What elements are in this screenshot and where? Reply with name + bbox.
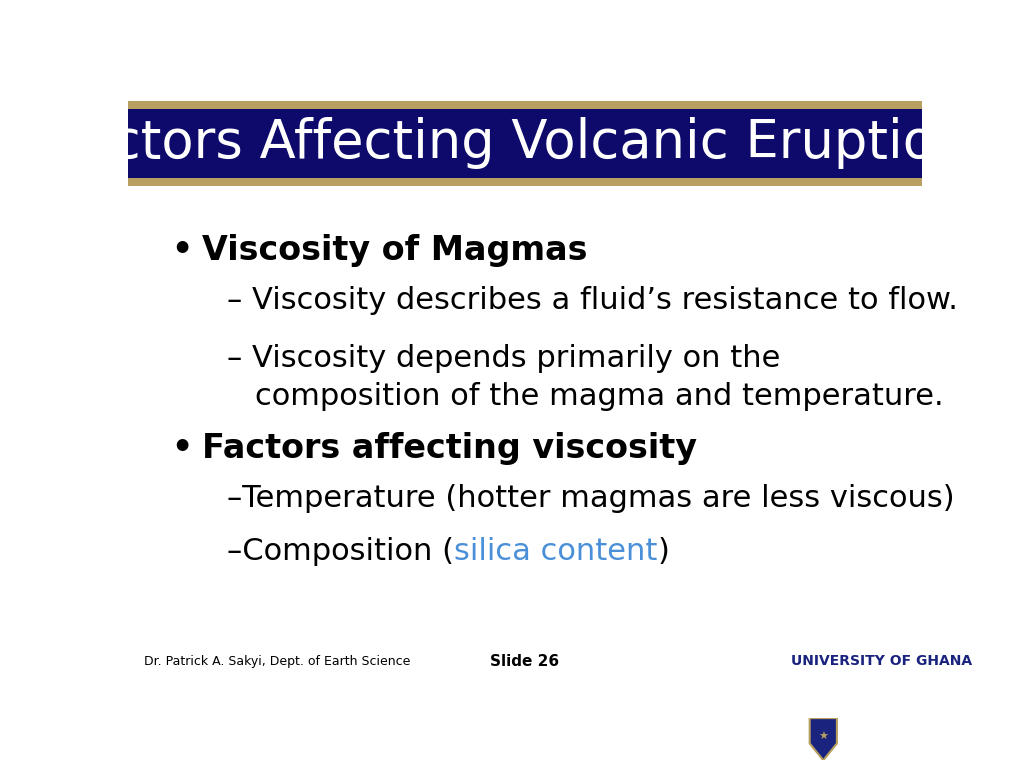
Text: Viscosity of Magmas: Viscosity of Magmas bbox=[202, 234, 588, 267]
Text: ): ) bbox=[657, 537, 670, 566]
Text: Dr. Patrick A. Sakyi, Dept. of Earth Science: Dr. Patrick A. Sakyi, Dept. of Earth Sci… bbox=[143, 654, 411, 667]
Bar bbox=[128, 178, 922, 186]
Text: – Viscosity describes a fluid’s resistance to flow.: – Viscosity describes a fluid’s resistan… bbox=[227, 286, 958, 315]
Polygon shape bbox=[810, 718, 837, 760]
Bar bbox=[128, 101, 922, 109]
Bar bbox=[128, 109, 922, 178]
Text: –Temperature (hotter magmas are less viscous): –Temperature (hotter magmas are less vis… bbox=[227, 485, 954, 513]
Text: •: • bbox=[172, 432, 193, 465]
Text: silica content: silica content bbox=[455, 537, 657, 566]
Text: Factors Affecting Volcanic Eruptions: Factors Affecting Volcanic Eruptions bbox=[54, 118, 995, 169]
Text: – Viscosity depends primarily on the: – Viscosity depends primarily on the bbox=[227, 344, 780, 373]
Text: UNIVERSITY OF GHANA: UNIVERSITY OF GHANA bbox=[791, 654, 972, 668]
Text: Factors affecting viscosity: Factors affecting viscosity bbox=[202, 432, 696, 465]
Text: •: • bbox=[172, 234, 193, 267]
Text: composition of the magma and temperature.: composition of the magma and temperature… bbox=[255, 382, 943, 411]
Text: Slide 26: Slide 26 bbox=[490, 654, 559, 669]
Text: –Composition (: –Composition ( bbox=[227, 537, 455, 566]
Text: ★: ★ bbox=[818, 732, 828, 742]
